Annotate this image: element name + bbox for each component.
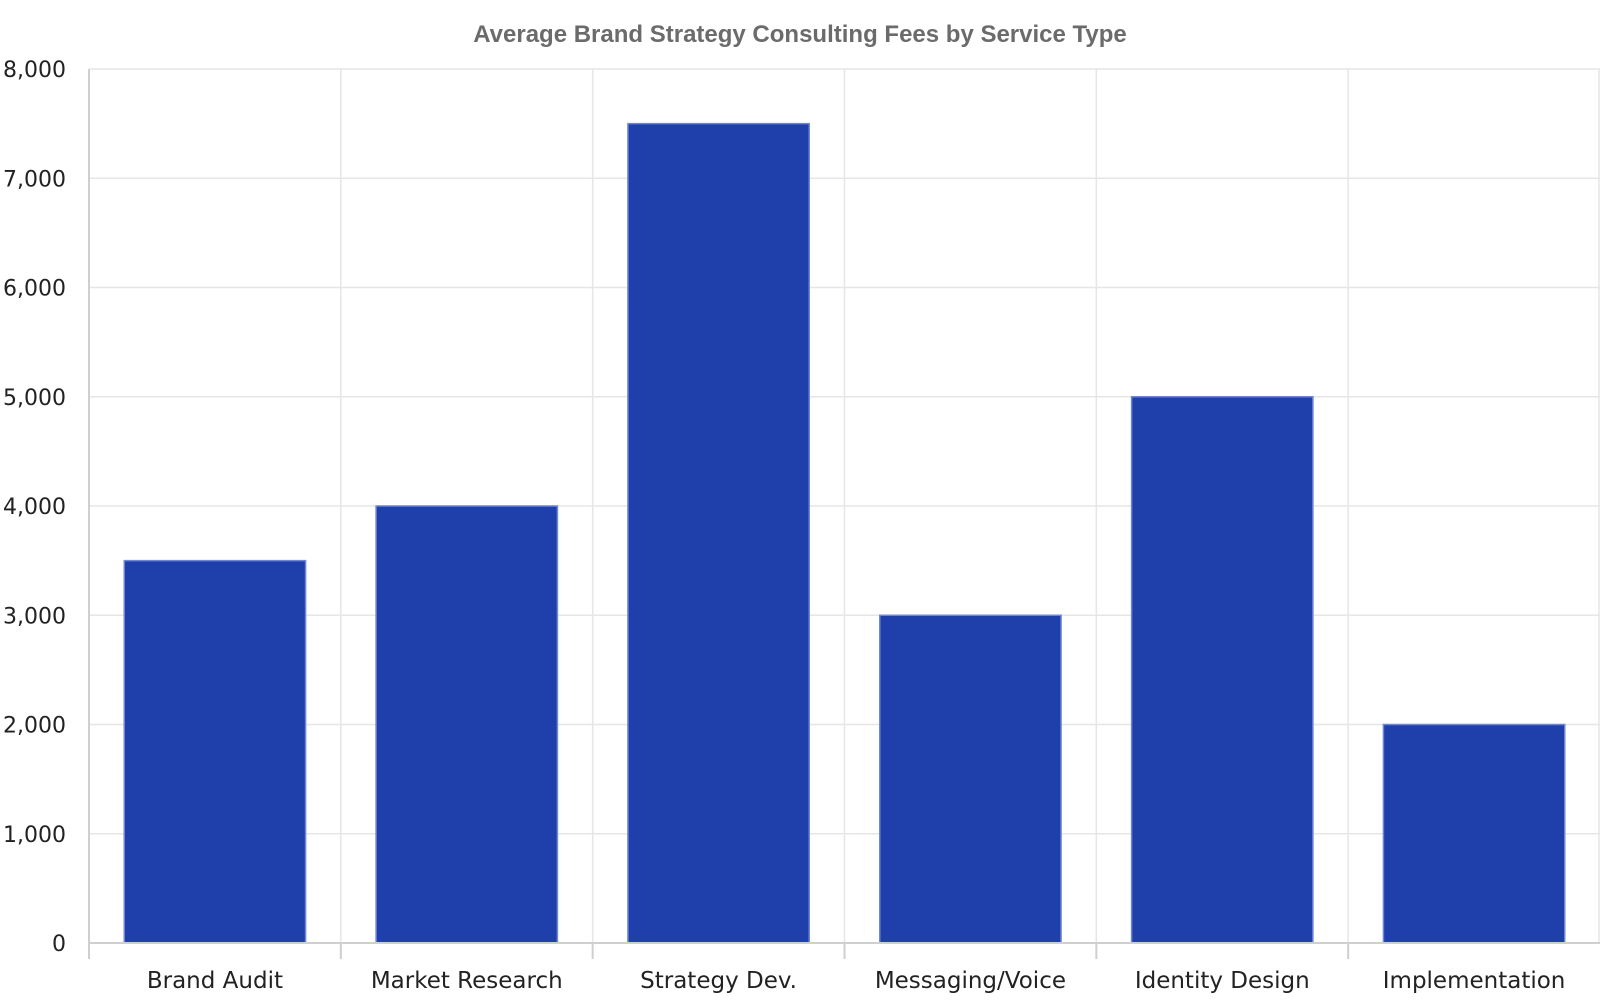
bar	[1130, 396, 1314, 944]
axis-layer	[88, 69, 1600, 959]
y-tick-label: 4,000	[3, 495, 66, 520]
chart-title: Average Brand Strategy Consulting Fees b…	[473, 21, 1127, 48]
bar	[1382, 723, 1566, 944]
bar	[879, 614, 1062, 944]
x-tick-label: Brand Audit	[147, 968, 283, 994]
y-tick-label: 7,000	[3, 167, 66, 192]
x-tick-label: Market Research	[371, 968, 563, 994]
bar	[123, 559, 307, 944]
labels-layer: 0 1,000 2,000 3,000 4,000 5,000 6,000 7,000 8,00…	[3, 58, 1565, 994]
bar	[375, 505, 559, 944]
y-tick-label: 2,000	[3, 714, 66, 739]
y-tick-label: 1,000	[3, 823, 66, 848]
bar	[627, 122, 810, 944]
x-tick-label: Implementation	[1383, 968, 1566, 994]
grid-layer	[89, 68, 1600, 943]
y-tick-label: 5,000	[3, 386, 66, 411]
y-tick-label: 6,000	[3, 277, 66, 302]
x-tick-label: Messaging/Voice	[875, 968, 1066, 994]
x-tick-label: Strategy Dev.	[640, 968, 797, 994]
y-tick-label: 8,000	[3, 58, 66, 83]
y-tick-label: 3,000	[3, 604, 66, 629]
bars-layer	[123, 122, 1566, 944]
x-tick-label: Identity Design	[1135, 968, 1310, 994]
y-tick-label: 0	[52, 932, 66, 957]
